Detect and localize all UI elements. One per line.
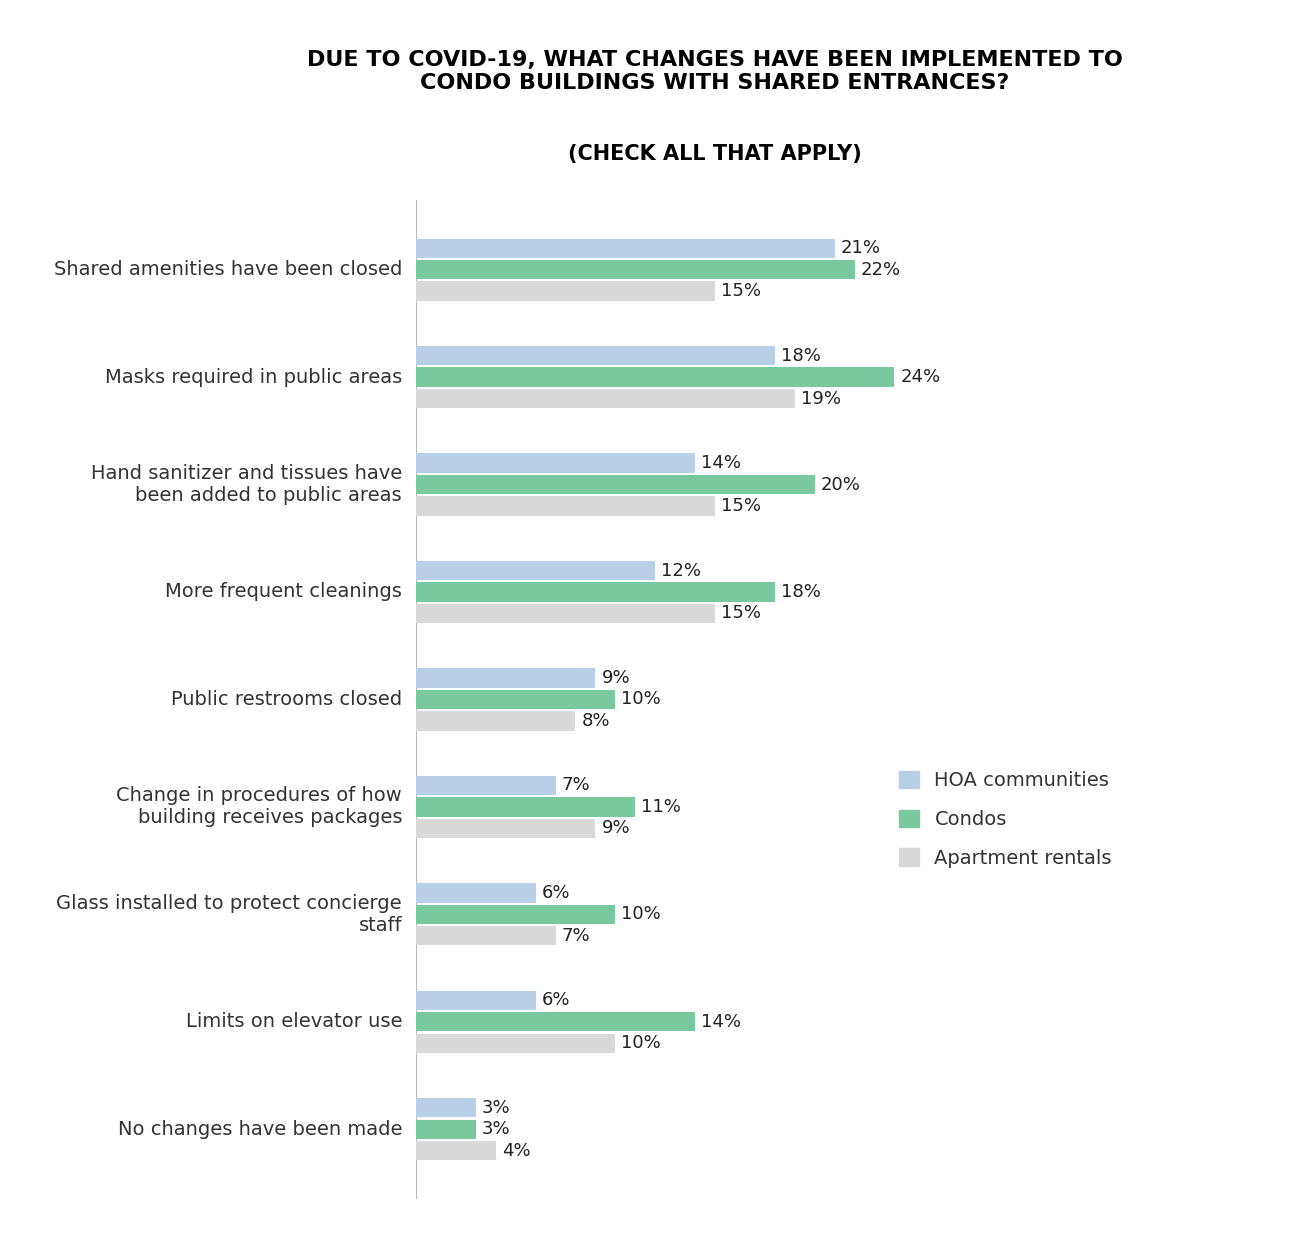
Text: 10%: 10% bbox=[621, 691, 662, 708]
Text: 6%: 6% bbox=[542, 884, 571, 902]
Bar bbox=[416, 1119, 476, 1139]
Bar bbox=[416, 904, 615, 924]
Text: 15%: 15% bbox=[722, 282, 760, 300]
Text: 14%: 14% bbox=[701, 455, 741, 472]
Bar bbox=[416, 346, 775, 365]
Bar bbox=[416, 1142, 495, 1160]
Bar bbox=[416, 453, 696, 472]
Bar bbox=[416, 582, 775, 602]
Bar bbox=[416, 689, 615, 709]
Text: 10%: 10% bbox=[621, 906, 662, 923]
Text: 9%: 9% bbox=[602, 819, 630, 837]
Bar bbox=[416, 561, 655, 581]
Text: 15%: 15% bbox=[722, 497, 760, 515]
Text: 10%: 10% bbox=[621, 1034, 662, 1052]
Bar bbox=[416, 1098, 476, 1118]
Text: 18%: 18% bbox=[781, 347, 820, 365]
Text: 3%: 3% bbox=[482, 1120, 511, 1138]
Text: (CHECK ALL THAT APPLY): (CHECK ALL THAT APPLY) bbox=[568, 144, 862, 164]
Text: 15%: 15% bbox=[722, 605, 760, 622]
Bar bbox=[416, 367, 894, 387]
Bar bbox=[416, 260, 854, 280]
Text: 6%: 6% bbox=[542, 992, 571, 1009]
Text: 18%: 18% bbox=[781, 583, 820, 601]
Text: 7%: 7% bbox=[562, 777, 590, 794]
Bar bbox=[416, 990, 536, 1010]
Text: 24%: 24% bbox=[901, 368, 940, 386]
Bar bbox=[416, 603, 715, 623]
Bar bbox=[416, 668, 595, 688]
Bar bbox=[416, 776, 555, 796]
Bar bbox=[416, 388, 794, 408]
Text: 22%: 22% bbox=[861, 261, 901, 279]
Text: 8%: 8% bbox=[581, 712, 610, 729]
Bar bbox=[416, 883, 536, 903]
Text: 14%: 14% bbox=[701, 1013, 741, 1030]
Text: 7%: 7% bbox=[562, 927, 590, 944]
Bar bbox=[416, 475, 815, 495]
Bar bbox=[416, 1034, 615, 1053]
Text: 3%: 3% bbox=[482, 1099, 511, 1117]
Bar bbox=[416, 818, 595, 838]
Text: 4%: 4% bbox=[502, 1142, 530, 1159]
Bar bbox=[416, 797, 636, 817]
Bar bbox=[416, 927, 555, 945]
Bar bbox=[416, 281, 715, 301]
Text: 19%: 19% bbox=[801, 390, 841, 407]
Text: 20%: 20% bbox=[820, 476, 861, 493]
Bar bbox=[416, 711, 576, 731]
Text: 21%: 21% bbox=[841, 240, 880, 257]
Text: 12%: 12% bbox=[662, 562, 701, 580]
Text: 9%: 9% bbox=[602, 669, 630, 687]
Bar bbox=[416, 1012, 696, 1032]
Bar bbox=[416, 239, 835, 257]
Text: 11%: 11% bbox=[641, 798, 681, 816]
Bar bbox=[416, 496, 715, 516]
Legend: HOA communities, Condos, Apartment rentals: HOA communities, Condos, Apartment renta… bbox=[900, 771, 1112, 868]
Text: DUE TO COVID-19, WHAT CHANGES HAVE BEEN IMPLEMENTED TO
CONDO BUILDINGS WITH SHAR: DUE TO COVID-19, WHAT CHANGES HAVE BEEN … bbox=[307, 50, 1123, 94]
